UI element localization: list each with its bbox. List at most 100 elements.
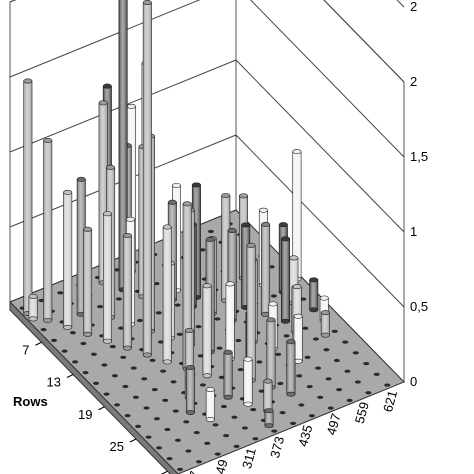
- floor-dot: [214, 317, 220, 320]
- bar: [310, 278, 318, 312]
- row-tick-label: 7: [22, 342, 29, 357]
- floor-dot: [296, 374, 302, 377]
- floor-dot: [110, 345, 116, 348]
- floor-dot: [355, 380, 361, 383]
- bar: [143, 0, 151, 357]
- floor-dot: [313, 337, 319, 340]
- floor-dot: [271, 294, 277, 297]
- floor-dot: [309, 414, 315, 417]
- floor-dot: [363, 362, 369, 365]
- floor-dot: [167, 457, 173, 460]
- bar: [44, 138, 52, 322]
- floor-dot: [332, 330, 338, 333]
- floor-dot: [315, 367, 321, 370]
- floor-dot: [72, 360, 78, 363]
- floor-dot: [365, 391, 371, 394]
- bar: [163, 225, 171, 364]
- column-tick-label: 559: [352, 400, 372, 425]
- column-tick-label: 497: [324, 412, 344, 437]
- bar: [321, 310, 329, 337]
- bar: [261, 222, 269, 316]
- floor-dot: [290, 422, 296, 425]
- floor-dot: [223, 434, 229, 437]
- floor-dot: [116, 297, 122, 300]
- floor-dot: [185, 449, 191, 452]
- floor-dot: [328, 406, 334, 409]
- bar: [24, 79, 32, 316]
- floor-dot: [326, 377, 332, 380]
- bar: [206, 387, 214, 421]
- floor-dot: [238, 368, 244, 371]
- floor-dot: [122, 385, 128, 388]
- z-tick-label: 1: [410, 224, 417, 239]
- floor-dot: [70, 331, 76, 334]
- floor-dot: [152, 388, 158, 391]
- floor-dot: [204, 442, 210, 445]
- z-tick-label: 0: [410, 374, 417, 389]
- floor-dot: [171, 380, 177, 383]
- floor-dot: [196, 325, 202, 328]
- floor-dot: [156, 446, 162, 449]
- floor-dot: [175, 439, 181, 442]
- column-tick-label: 435: [295, 423, 315, 448]
- floor-dot: [200, 383, 206, 386]
- floor-dot: [150, 359, 156, 362]
- floor-dot: [62, 350, 68, 353]
- floor-dot: [51, 339, 57, 342]
- floor-dot: [334, 359, 340, 362]
- floor-dot: [173, 409, 179, 412]
- floor-dot: [374, 373, 380, 376]
- floor-dot: [275, 353, 281, 356]
- floor-dot: [384, 383, 390, 386]
- floor-dot: [271, 429, 277, 432]
- bar: [265, 408, 273, 427]
- floor-dot: [298, 403, 304, 406]
- floor-dot: [307, 385, 313, 388]
- floor-dot: [221, 405, 227, 408]
- floor-dot: [114, 403, 120, 406]
- floor-dot: [57, 291, 63, 294]
- floor-dot: [194, 431, 200, 434]
- bar: [281, 237, 289, 324]
- floor-dot: [175, 304, 181, 307]
- floor-dot: [93, 382, 99, 385]
- floor-dot: [164, 428, 170, 431]
- floor-dot: [213, 423, 219, 426]
- floor-dot: [133, 396, 139, 399]
- floor-dot: [135, 425, 141, 428]
- z-tick-label: 0,5: [410, 299, 428, 314]
- floor-dot: [91, 353, 97, 356]
- floor-dot: [231, 416, 237, 419]
- bar: [29, 294, 37, 321]
- floor-dot: [183, 420, 189, 423]
- floor-dot: [146, 436, 152, 439]
- column-tick-label: 7: [186, 469, 202, 474]
- z-tick-label: 2: [410, 0, 417, 14]
- floor-dot: [137, 319, 143, 322]
- floor-dot: [234, 445, 240, 448]
- floor-dot: [242, 426, 248, 429]
- z-tick-label: 2: [410, 74, 417, 89]
- bar: [186, 365, 194, 414]
- floor-dot: [250, 408, 256, 411]
- floor-dot: [143, 406, 149, 409]
- floor-dot: [344, 370, 350, 373]
- column-tick-label: 49: [212, 458, 230, 474]
- row-tick-mark: [67, 375, 73, 378]
- floor-dot: [104, 393, 110, 396]
- floor-dot: [252, 437, 258, 440]
- row-tick-label: 25: [110, 439, 124, 454]
- floor-dot: [353, 351, 359, 354]
- bar: [103, 211, 111, 343]
- bar: [226, 282, 234, 361]
- floor-dot: [196, 460, 202, 463]
- bar: [203, 284, 211, 378]
- floor-dot: [235, 339, 241, 342]
- floor-dot: [162, 399, 168, 402]
- bar: [224, 350, 232, 399]
- floor-dot: [83, 371, 89, 374]
- floor-dot: [277, 382, 283, 385]
- floor-dot: [347, 399, 353, 402]
- floor-dot: [154, 417, 160, 420]
